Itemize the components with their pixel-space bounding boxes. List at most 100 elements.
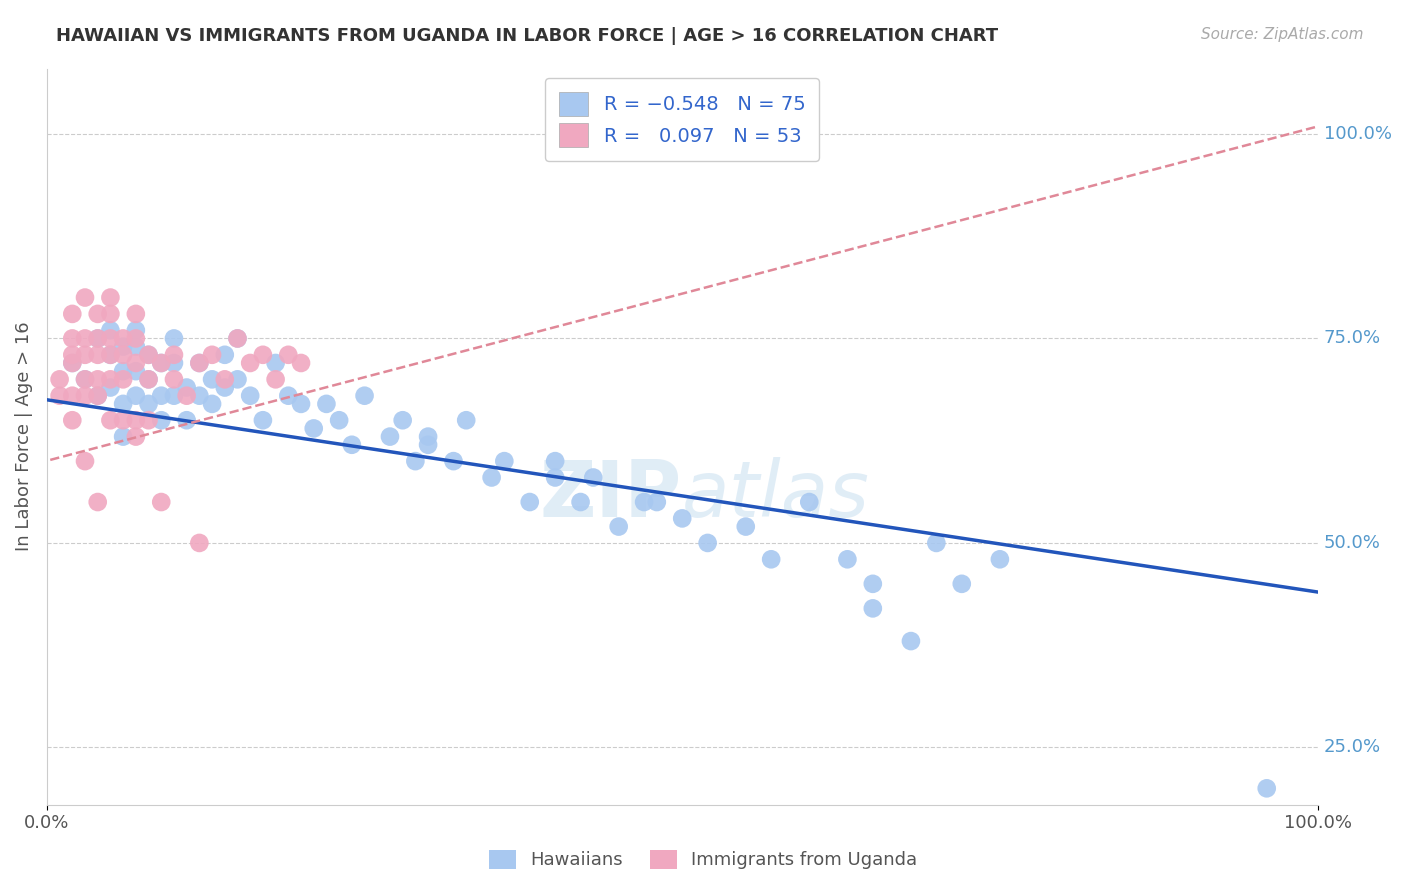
Point [60, 389, 83, 403]
Point [862, 601, 884, 615]
Point [569, 495, 592, 509]
Point [481, 470, 503, 484]
Point [163, 356, 186, 370]
Point [86, 372, 108, 386]
Point [633, 495, 655, 509]
Text: atlas: atlas [682, 458, 870, 533]
Point [950, 577, 973, 591]
Point [252, 413, 274, 427]
Point [73, 372, 96, 386]
Point [86, 348, 108, 362]
Point [60, 356, 83, 370]
Point [239, 389, 262, 403]
Point [416, 429, 439, 443]
Point [100, 380, 122, 394]
Point [138, 372, 160, 386]
Point [264, 372, 287, 386]
Point [1205, 863, 1227, 877]
Point [1256, 781, 1278, 796]
Point [86, 331, 108, 345]
Point [48, 389, 70, 403]
Point [416, 438, 439, 452]
Point [277, 389, 299, 403]
Point [456, 413, 478, 427]
Point [138, 372, 160, 386]
Point [112, 331, 135, 345]
Point [125, 323, 148, 337]
Point [100, 323, 122, 337]
Point [150, 356, 173, 370]
Point [239, 356, 262, 370]
Point [100, 307, 122, 321]
Point [264, 356, 287, 370]
Point [125, 413, 148, 427]
Point [214, 348, 236, 362]
Point [201, 397, 224, 411]
Point [252, 348, 274, 362]
Point [125, 429, 148, 443]
Point [302, 421, 325, 435]
Text: 75.0%: 75.0% [1324, 329, 1381, 348]
Point [340, 438, 363, 452]
Point [73, 372, 96, 386]
Y-axis label: In Labor Force | Age > 16: In Labor Force | Age > 16 [15, 322, 32, 551]
Point [188, 356, 211, 370]
Point [48, 372, 70, 386]
Point [60, 331, 83, 345]
Point [125, 331, 148, 345]
Point [60, 348, 83, 362]
Point [176, 380, 198, 394]
Point [163, 389, 186, 403]
Point [544, 454, 567, 468]
Point [163, 348, 186, 362]
Point [188, 389, 211, 403]
Point [290, 397, 312, 411]
Point [86, 331, 108, 345]
Point [837, 552, 859, 566]
Point [112, 372, 135, 386]
Text: 25.0%: 25.0% [1324, 739, 1381, 756]
Point [100, 372, 122, 386]
Point [353, 389, 375, 403]
Point [125, 307, 148, 321]
Point [607, 519, 630, 533]
Point [100, 331, 122, 345]
Point [86, 495, 108, 509]
Point [125, 356, 148, 370]
Point [443, 454, 465, 468]
Legend: Hawaiians, Immigrants from Uganda: Hawaiians, Immigrants from Uganda [479, 841, 927, 879]
Point [60, 413, 83, 427]
Point [86, 307, 108, 321]
Point [226, 331, 249, 345]
Point [925, 536, 948, 550]
Point [138, 348, 160, 362]
Point [519, 495, 541, 509]
Point [100, 291, 122, 305]
Point [73, 389, 96, 403]
Point [125, 364, 148, 378]
Point [112, 340, 135, 354]
Point [277, 348, 299, 362]
Point [582, 470, 605, 484]
Point [188, 536, 211, 550]
Point [494, 454, 516, 468]
Point [378, 429, 401, 443]
Point [328, 413, 350, 427]
Point [112, 397, 135, 411]
Point [150, 389, 173, 403]
Point [112, 413, 135, 427]
Point [73, 454, 96, 468]
Point [188, 356, 211, 370]
Point [201, 372, 224, 386]
Point [544, 470, 567, 484]
Point [86, 389, 108, 403]
Point [100, 348, 122, 362]
Point [900, 634, 922, 648]
Point [214, 372, 236, 386]
Point [176, 413, 198, 427]
Point [404, 454, 426, 468]
Point [671, 511, 693, 525]
Text: ZIP: ZIP [540, 458, 682, 533]
Point [60, 356, 83, 370]
Point [125, 340, 148, 354]
